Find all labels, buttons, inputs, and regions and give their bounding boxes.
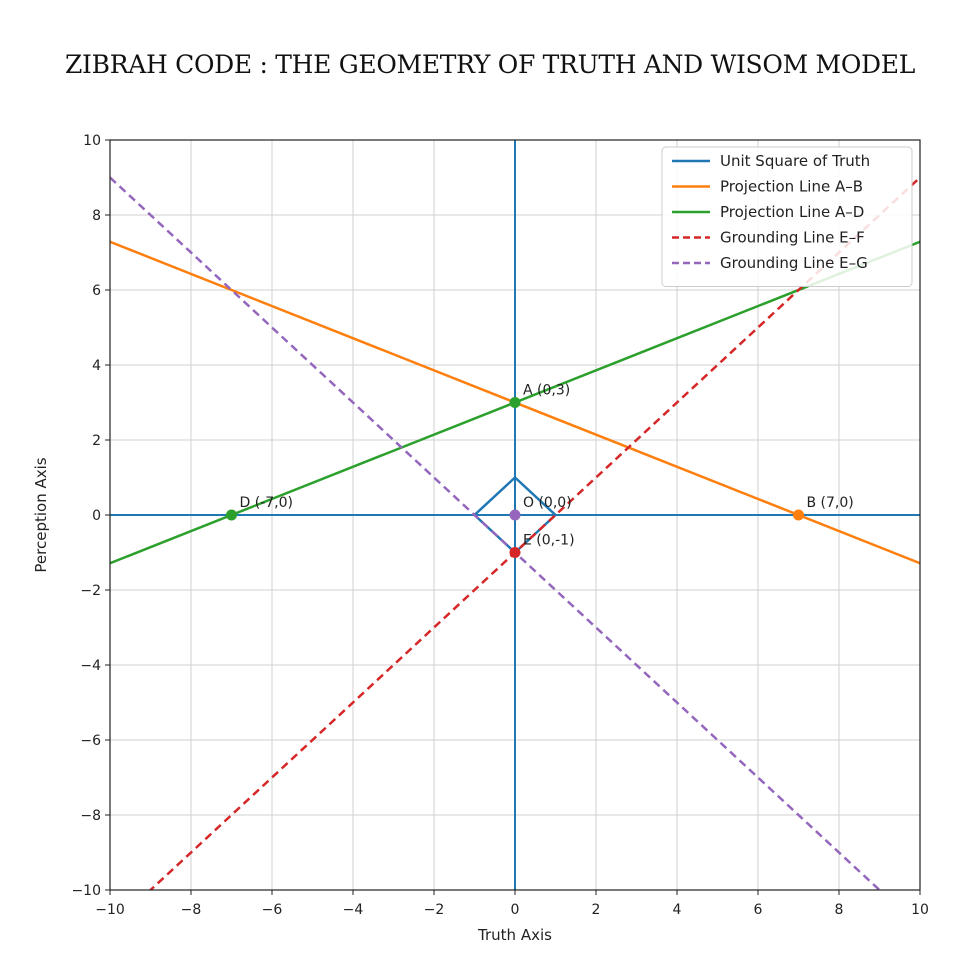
x-tick-label: −6 xyxy=(262,902,283,918)
x-tick-label: 8 xyxy=(835,902,844,918)
x-tick-label: 2 xyxy=(592,902,601,918)
legend-label-4: Grounding Line E–F xyxy=(720,229,865,247)
y-tick-label: 4 xyxy=(92,358,101,374)
y-tick-label: −6 xyxy=(80,733,101,749)
x-tick-label: −8 xyxy=(181,902,202,918)
y-tick-label: 6 xyxy=(92,283,101,299)
x-tick-label: −4 xyxy=(343,902,364,918)
point-marker-1 xyxy=(509,397,521,408)
point-marker-5 xyxy=(509,547,521,558)
x-tick-label: −10 xyxy=(95,902,125,918)
point-label-4: O (0,0) xyxy=(523,495,572,511)
y-tick-label: 0 xyxy=(92,508,101,524)
y-tick-label: 2 xyxy=(92,433,101,449)
legend-label-1: Unit Square of Truth xyxy=(720,152,870,170)
legend-label-5: Grounding Line E–G xyxy=(720,254,868,272)
point-label-5: E (0,-1) xyxy=(523,533,575,549)
x-tick-label: 6 xyxy=(754,902,763,918)
y-tick-label: −10 xyxy=(71,883,101,899)
y-tick-label: −2 xyxy=(80,583,101,599)
point-label-1: A (0,3) xyxy=(523,383,570,399)
point-marker-3 xyxy=(226,509,237,521)
legend-label-3: Projection Line A–D xyxy=(720,203,864,221)
legend-label-2: Projection Line A–B xyxy=(720,178,863,196)
legend-box xyxy=(661,146,913,287)
y-tick-label: 8 xyxy=(92,208,101,224)
x-tick-label: 0 xyxy=(511,902,520,918)
x-axis-label: Truth Axis xyxy=(477,926,552,944)
ticks-layer: −10 −8 −6 −4 −2 0 2 4 6 8 10 −10 −8 −6 −4 −2 0 2 4 6 8 10 xyxy=(71,133,928,918)
point-label-3: D (-7,0) xyxy=(240,495,293,511)
y-axis-label: Perception Axis xyxy=(32,457,50,572)
y-tick-label: −8 xyxy=(80,808,101,824)
point-label-2: B (7,0) xyxy=(807,495,854,511)
y-tick-label: −4 xyxy=(80,658,101,674)
points-layer: A (0,3) B (7,0) D (-7,0) O (0,0) E (0,-1) xyxy=(226,383,854,558)
legend: Unit Square of Truth Projection Line A–B P… xyxy=(661,146,913,287)
x-tick-label: 4 xyxy=(673,902,682,918)
point-marker-2 xyxy=(793,509,804,521)
page-title: ZIBRAH CODE : THE GEOMETRY OF TRUTH AND … xyxy=(64,50,916,79)
x-tick-label: 10 xyxy=(911,902,929,918)
y-tick-label: 10 xyxy=(83,133,101,149)
point-marker-4 xyxy=(509,509,521,521)
x-tick-label: −2 xyxy=(424,902,445,918)
